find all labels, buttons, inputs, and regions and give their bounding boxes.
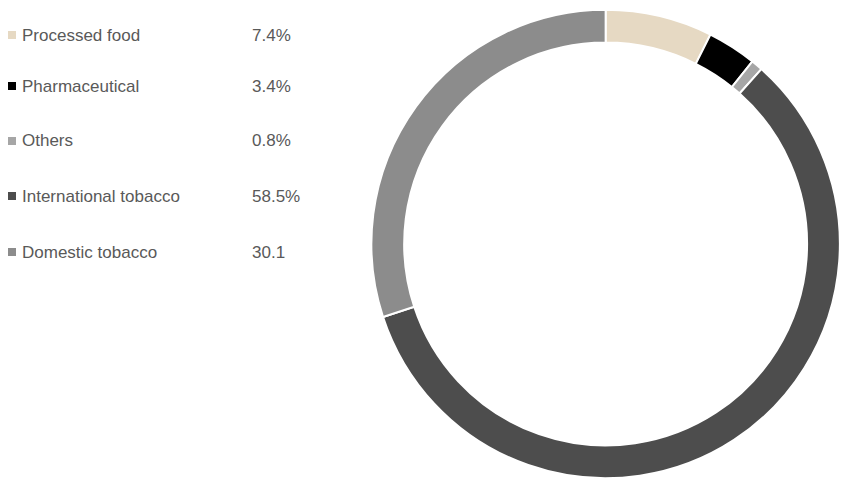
svg-text:0.8%: 0.8% [252, 131, 291, 150]
svg-text:Processed food: Processed food [22, 26, 140, 45]
svg-text:3.4%: 3.4% [252, 77, 291, 96]
svg-text:Domestic tobacco: Domestic tobacco [22, 243, 157, 262]
svg-text:International tobacco: International tobacco [22, 187, 180, 206]
svg-text:58.5%: 58.5% [252, 187, 300, 206]
svg-text:Others: Others [22, 131, 73, 150]
svg-text:30.1: 30.1 [252, 243, 285, 262]
svg-text:7.4%: 7.4% [252, 26, 291, 45]
svg-text:Pharmaceutical: Pharmaceutical [22, 77, 139, 96]
